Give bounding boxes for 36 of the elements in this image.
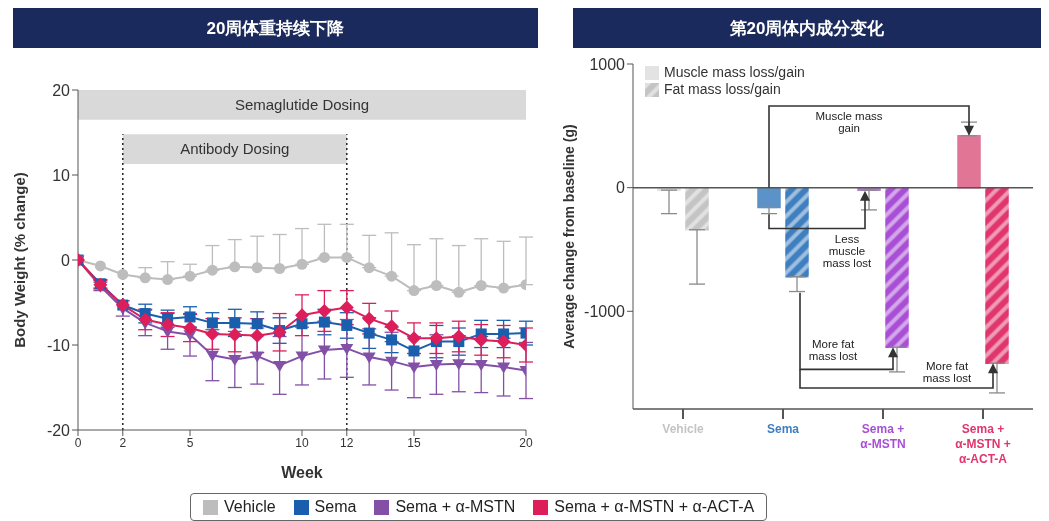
legend-label: Sema + α-MSTN (395, 498, 516, 516)
y-tick-label: 0 (61, 251, 71, 269)
x-tick-label: Sema + α-MSTN (860, 422, 906, 451)
annotation: More fat mass lost (807, 337, 859, 362)
chart-title: 第20周体内成分变化 (573, 8, 1041, 48)
y-axis-title: Body Weight (% change) (11, 172, 29, 348)
y-axis-title: Average change from baseline (g) (560, 124, 577, 349)
band-label: Semaglutide Dosing (234, 96, 370, 114)
x-tick-label: 15 (407, 435, 421, 450)
annotation: More fat mass lost (921, 359, 973, 384)
legend-label: Vehicle (224, 498, 276, 516)
y-tick-label: -10 (46, 336, 71, 354)
x-tick-label: Sema (766, 422, 800, 436)
y-tick-label: 1000 (589, 55, 626, 73)
y-tick-label: -20 (46, 421, 71, 439)
annotation: Less muscle mass lost (821, 232, 873, 269)
x-tick-label: 10 (295, 435, 309, 450)
x-tick-label: Sema + α-MSTN + α-ACT-A (955, 422, 1011, 466)
x-tick-label: 20 (519, 435, 533, 450)
x-tick-label: 0 (74, 435, 82, 450)
band-label: Antibody Dosing (180, 140, 290, 158)
legend-label: Sema (314, 498, 357, 516)
x-tick-label: 5 (186, 435, 194, 450)
y-tick-label: 20 (52, 81, 71, 99)
y-tick-label: 0 (616, 179, 626, 197)
chart-title: 20周体重持续下降 (13, 8, 538, 48)
x-axis-title: Week (281, 464, 323, 481)
x-tick-label: 12 (340, 435, 354, 450)
x-tick-label: Vehicle (662, 422, 704, 436)
legend-label: Muscle mass loss/gain (664, 64, 805, 81)
annotation: Muscle mass gain (814, 109, 884, 134)
x-tick-label: 2 (119, 435, 127, 450)
legend-label: Fat mass loss/gain (664, 81, 781, 98)
y-tick-label: 10 (52, 166, 71, 184)
y-tick-label: -1000 (584, 302, 626, 320)
legend-label: Sema + α-MSTN + α-ACT-A (554, 498, 755, 516)
